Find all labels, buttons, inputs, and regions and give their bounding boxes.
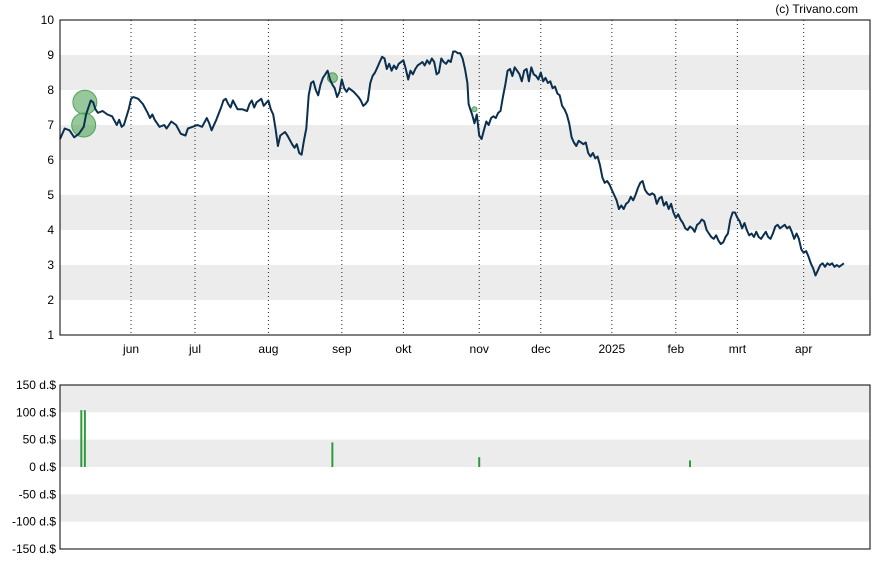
x-tick-label: aug — [258, 342, 278, 356]
price-chart-panel: 1 2 3 4 5 6 7 8 9 10 jun jul aug sep okt nov dec 2025 feb… — [41, 13, 871, 356]
grid-band — [60, 125, 870, 160]
x-tick-label: apr — [795, 342, 812, 356]
y-tick-label: 5 — [47, 188, 54, 202]
price-y-axis-labels: 1 2 3 4 5 6 7 8 9 10 — [41, 13, 55, 342]
x-tick-label: feb — [667, 342, 684, 356]
y-tick-label: 3 — [47, 258, 54, 272]
x-tick-label: nov — [470, 342, 489, 356]
grid-band — [60, 195, 870, 230]
copyright-text: (c) Trivano.com — [775, 2, 858, 16]
x-tick-label: okt — [395, 342, 412, 356]
y-tick-label: 4 — [47, 223, 54, 237]
y-tick-label: 8 — [47, 83, 54, 97]
transaction-bar — [83, 410, 86, 467]
x-tick-label: 2025 — [598, 342, 625, 356]
transactions-y-axis-labels: 150 d.$ 100 d.$ 50 d.$ 0 d.$ -50 d.$ -100 d.$… — [12, 378, 56, 556]
y-tick-label: 6 — [47, 153, 54, 167]
y-tick-label: 0 d.$ — [29, 460, 56, 474]
y-tick-label: -100 d.$ — [12, 515, 56, 529]
x-tick-label: dec — [531, 342, 550, 356]
y-tick-label: 7 — [47, 118, 54, 132]
y-tick-label: 2 — [47, 293, 54, 307]
y-tick-label: 9 — [47, 48, 54, 62]
price-x-axis-labels: jun jul aug sep okt nov dec 2025 feb mrt apr — [122, 342, 812, 356]
x-tick-label: mrt — [729, 342, 747, 356]
grid-band — [60, 385, 870, 413]
y-tick-label: 100 d.$ — [16, 405, 56, 419]
transaction-bar — [331, 442, 334, 467]
transactions-panel: 150 d.$ 100 d.$ 50 d.$ 0 d.$ -50 d.$ -100 d.$… — [12, 378, 871, 556]
transactions-chart-frame — [59, 384, 871, 550]
y-tick-label: -50 d.$ — [19, 487, 57, 501]
price-chart-frame — [59, 19, 871, 336]
transactions-grid-bands — [60, 385, 870, 522]
y-tick-label: 1 — [47, 328, 54, 342]
transaction-bar — [80, 410, 83, 467]
grid-band — [60, 439, 870, 467]
grid-band — [60, 494, 870, 522]
y-tick-label: 50 d.$ — [23, 433, 57, 447]
y-tick-label: 10 — [41, 13, 55, 27]
x-tick-label: jul — [188, 342, 201, 356]
x-tick-label: jun — [122, 342, 139, 356]
y-tick-label: -150 d.$ — [12, 542, 56, 556]
y-tick-label: 150 d.$ — [16, 378, 56, 392]
price-line — [59, 50, 845, 277]
trade-marker — [471, 106, 478, 113]
x-tick-label: sep — [332, 342, 352, 356]
trade-marker — [72, 89, 98, 115]
grid-band — [60, 265, 870, 300]
transaction-bar — [478, 457, 481, 467]
transaction-bar — [689, 460, 691, 467]
transaction-bars — [80, 410, 691, 467]
price-grid-bands — [60, 55, 870, 300]
